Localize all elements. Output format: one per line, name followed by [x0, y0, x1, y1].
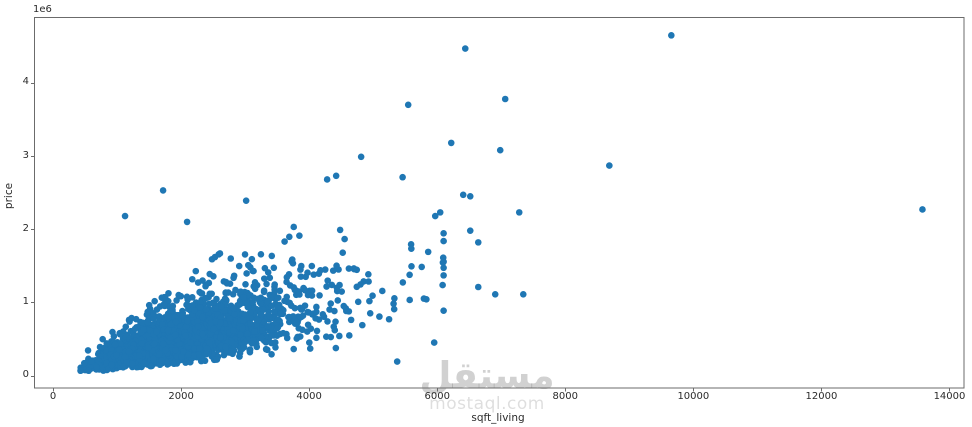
x-tick-label: 12000: [805, 391, 838, 402]
x-tick-label: 0: [49, 391, 57, 402]
y-tick-label: 4: [22, 76, 29, 88]
y-axis-label: price: [3, 182, 15, 210]
y-tick-label: 1: [22, 295, 29, 307]
x-tick-label: 6000: [424, 391, 450, 402]
y-axis-offset-text: 1e6: [33, 4, 52, 15]
x-tick-label: 10000: [677, 391, 710, 402]
x-axis-label: sqft_living: [471, 412, 525, 424]
y-tick-label: 0: [22, 369, 29, 380]
x-tick-label: 4000: [296, 391, 322, 402]
y-tick-label: 2: [22, 222, 29, 234]
y-tick-label: 3: [22, 149, 29, 161]
x-tick-label: 14000: [933, 391, 966, 402]
x-tick-label: 2000: [168, 391, 194, 402]
x-tick-label: 8000: [552, 391, 578, 402]
